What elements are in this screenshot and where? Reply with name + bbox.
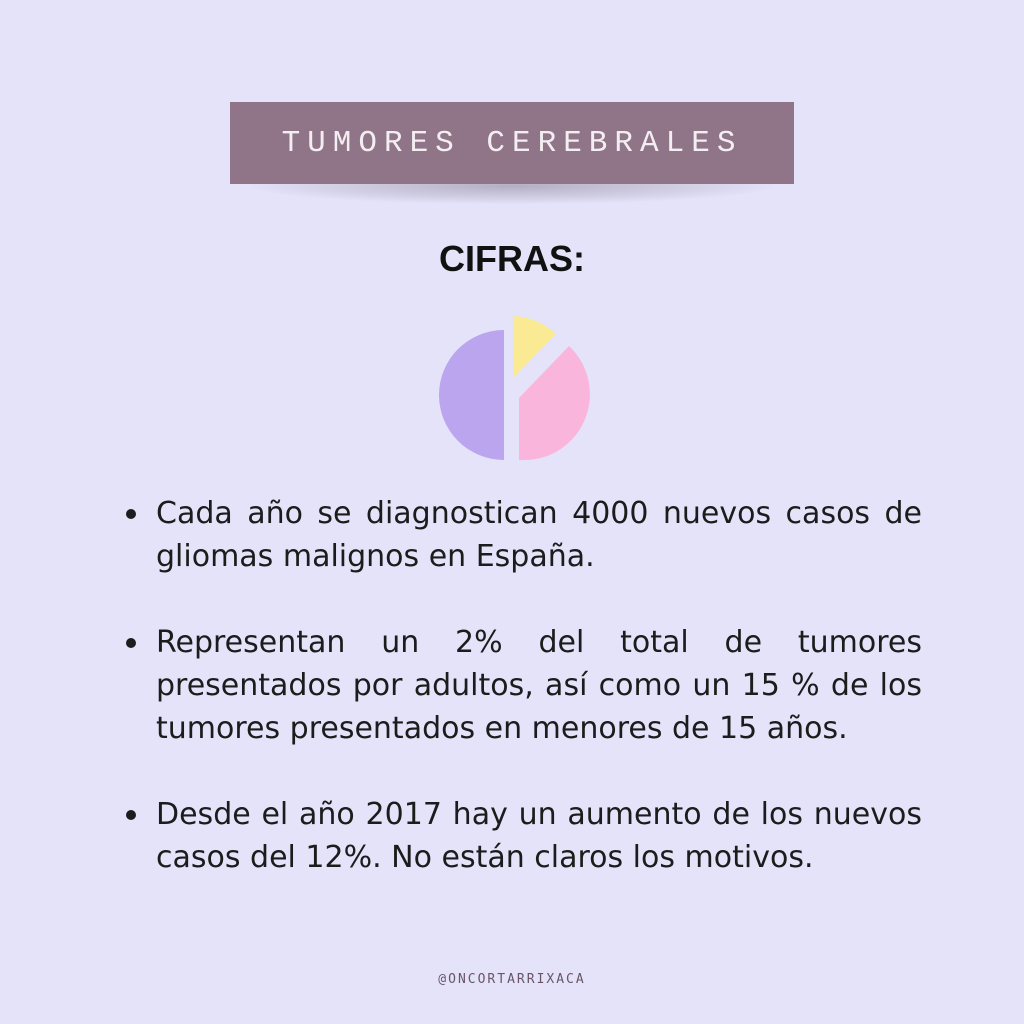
pie-chart-icon [439,316,590,461]
footer-handle: @ONCORTARRIXACA [438,972,586,987]
bullet-dot [126,509,136,519]
banner-title: TUMORES CEREBRALES [281,125,743,161]
bullet-text: Representan un 2% del total de tumores p… [156,625,922,746]
bullet-item: Representan un 2% del total de tumores p… [120,621,922,750]
section-title: CIFRAS: [439,238,585,279]
bullet-text: Desde el año 2017 hay un aumento de los … [156,797,922,875]
bullet-item: Desde el año 2017 hay un aumento de los … [120,793,922,879]
pie-wedge-slice [513,316,556,378]
bullet-dot [126,810,136,820]
bullet-text: Cada año se diagnostican 4000 nuevos cas… [156,496,922,574]
title-banner: TUMORES CEREBRALES [230,102,794,184]
pie-left-slice [439,330,504,460]
bullet-list: Cada año se diagnostican 4000 nuevos cas… [120,492,922,922]
bullet-item: Cada año se diagnostican 4000 nuevos cas… [120,492,922,578]
bullet-dot [126,638,136,648]
pie-right-slice [519,346,590,461]
